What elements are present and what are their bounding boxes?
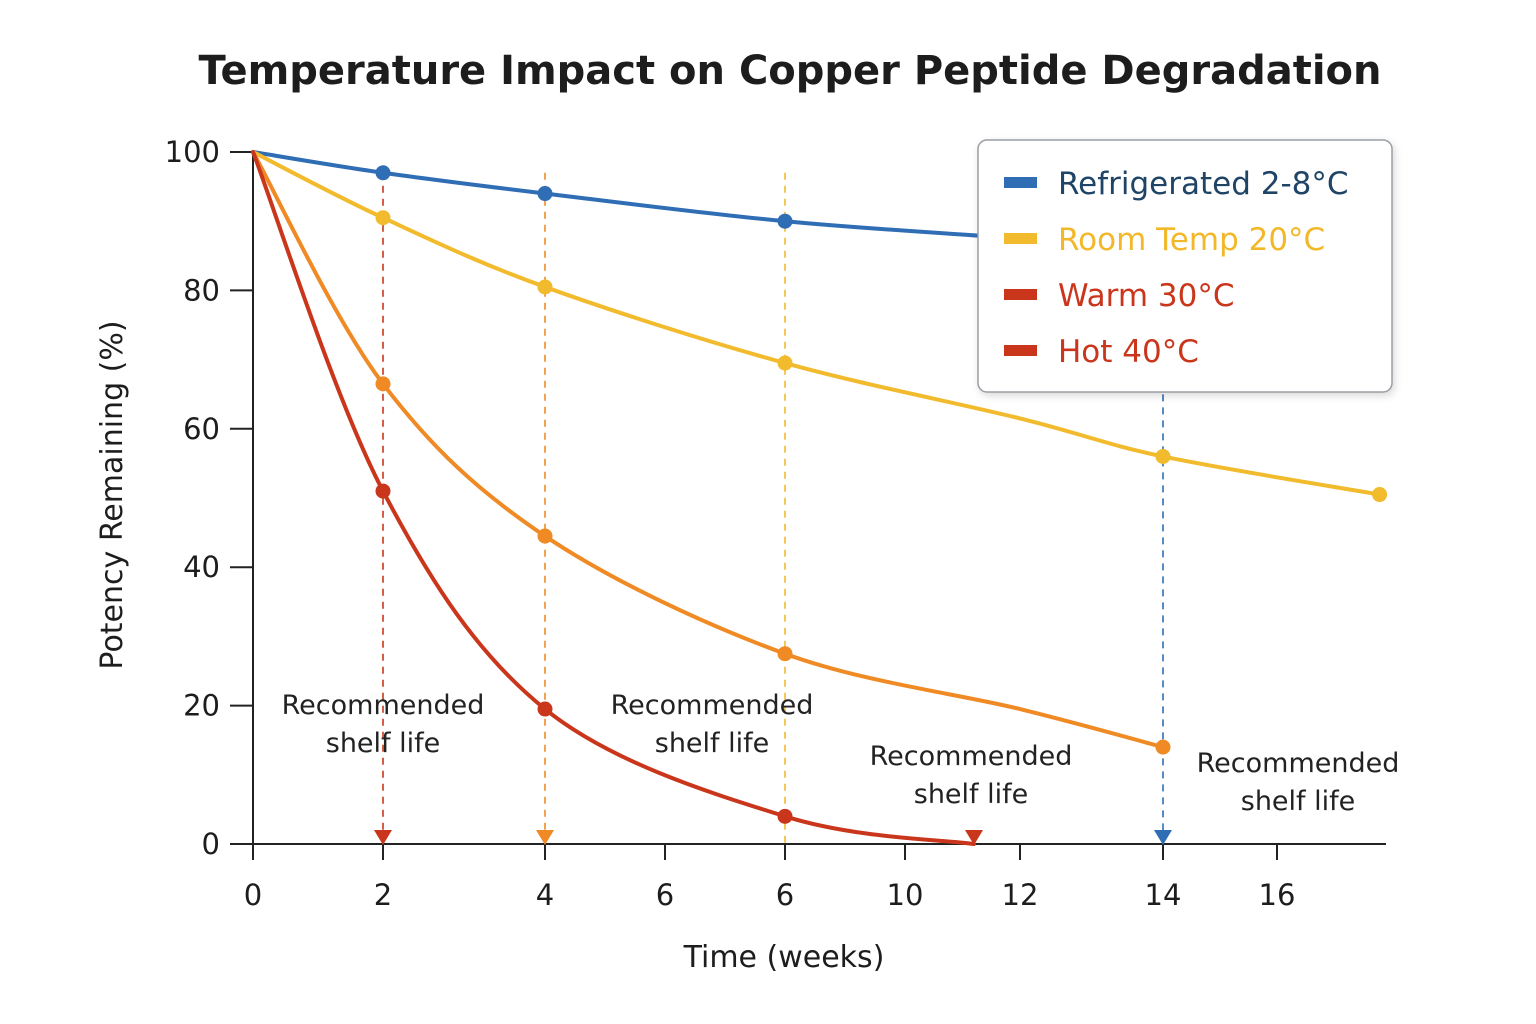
legend-swatch [1004, 177, 1037, 188]
x-tick-label: 6 [656, 878, 674, 912]
legend-label: Hot 40°C [1058, 334, 1199, 370]
y-tick-label: 20 [183, 689, 220, 723]
shelf-life-marker-triangle [374, 830, 392, 845]
y-tick-label: 100 [165, 135, 220, 169]
x-tick-label: 10 [887, 878, 924, 912]
x-tick-label: 2 [374, 878, 392, 912]
x-tick-label: 12 [1002, 878, 1039, 912]
x-tick-label: 16 [1259, 878, 1296, 912]
series-line [251, 150, 1165, 750]
data-point [1155, 448, 1171, 464]
annotation-label: shelf life [914, 779, 1029, 810]
series-3 [251, 150, 976, 846]
data-point [777, 808, 793, 824]
data-point [375, 376, 391, 392]
series-line [251, 150, 976, 846]
data-point [375, 483, 391, 499]
x-tick-label: 0 [244, 878, 262, 912]
data-point [1372, 487, 1388, 503]
data-point [777, 355, 793, 371]
data-point [375, 165, 391, 181]
x-axis-label: Time (weeks) [683, 940, 885, 975]
data-point [777, 646, 793, 662]
annotation-label: shelf life [655, 728, 770, 759]
y-tick-label: 0 [202, 827, 220, 861]
shelf-life-marker-triangle [536, 830, 554, 845]
legend-label: Room Temp 20°C [1058, 222, 1325, 258]
shelf-life-marker-triangle [1154, 830, 1172, 845]
legend-swatch [1004, 289, 1037, 300]
legend: Refrigerated 2-8°C Room Temp 20°C Warm 30°… [977, 139, 1393, 393]
y-tick-label: 80 [183, 273, 220, 307]
legend-label: Refrigerated 2-8°C [1058, 166, 1349, 202]
data-point [375, 210, 391, 226]
legend-label: Warm 30°C [1058, 278, 1235, 314]
shelf-life-marker-triangle [965, 830, 983, 845]
data-point [537, 279, 553, 295]
x-tick-label: 6 [776, 878, 794, 912]
y-tick-label: 40 [183, 550, 220, 584]
series-1 [251, 150, 1388, 503]
annotation-label: shelf life [1241, 786, 1356, 817]
annotation-label: Recommended [870, 741, 1073, 772]
annotation-label: shelf life [326, 728, 441, 759]
chart-title: Temperature Impact on Copper Peptide Deg… [198, 48, 1381, 94]
data-point [537, 186, 553, 202]
data-point [537, 528, 553, 544]
x-tick-label: 14 [1145, 878, 1182, 912]
legend-swatch [1004, 345, 1037, 356]
annotation-label: Recommended [282, 690, 485, 721]
series-2 [251, 150, 1171, 755]
x-tick-label: 4 [536, 878, 554, 912]
data-point [537, 701, 553, 717]
annotation-label: Recommended [611, 690, 814, 721]
y-tick-label: 60 [183, 412, 220, 446]
annotation-label: Recommended [1197, 748, 1400, 779]
y-axis-label: Potency Remaining (%) [95, 320, 130, 669]
data-point [777, 213, 793, 229]
legend-swatch [1004, 233, 1037, 244]
data-point [1155, 739, 1171, 755]
